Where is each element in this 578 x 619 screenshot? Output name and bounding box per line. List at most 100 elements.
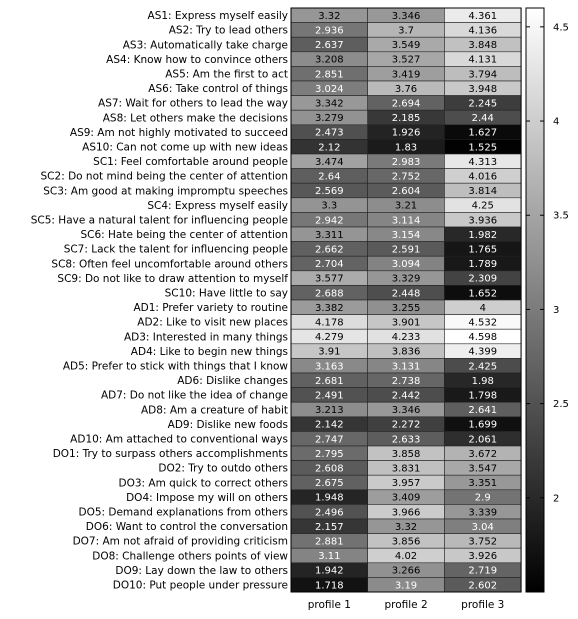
cell-value-label: 4.598 <box>468 332 497 343</box>
cell-value-label: 2.309 <box>468 274 497 285</box>
cell-value-label: 3.04 <box>472 522 494 533</box>
cell-value-label: 2.795 <box>315 449 344 460</box>
cell-value-label: 3.814 <box>468 186 497 197</box>
cell-value-label: 3.163 <box>315 361 344 372</box>
cell-value-label: 4.131 <box>468 55 497 66</box>
cell-value-label: 4.016 <box>468 172 497 183</box>
cell-value-label: 3.3 <box>321 201 337 212</box>
cell-value-label: 2.448 <box>392 288 421 299</box>
cell-value-label: 2.272 <box>392 420 421 431</box>
cell-value-label: 3.094 <box>392 259 421 270</box>
cell-value-label: 2.694 <box>392 99 421 110</box>
cell-value-label: 3.329 <box>392 274 421 285</box>
cell-value-label: 1.83 <box>395 142 417 153</box>
row-label: SC1: Feel comfortable around people <box>93 156 288 168</box>
row-label: SC3: Am good at making impromptu speeche… <box>43 185 288 197</box>
cell-value-label: 3.76 <box>395 84 417 95</box>
row-label: AD4: Like to begin new things <box>131 346 288 358</box>
cell-value-label: 2.942 <box>315 215 344 226</box>
cell-value-label: 3.836 <box>392 347 421 358</box>
row-label: SC7: Lack the talent for influencing peo… <box>64 244 288 256</box>
cell-value-label: 4 <box>480 303 486 314</box>
colorbar-tick-label: 4.5 <box>553 22 569 33</box>
cell-value-label: 4.233 <box>392 332 421 343</box>
cell-value-label: 2.688 <box>315 288 344 299</box>
row-label: AD6: Dislike changes <box>177 375 288 387</box>
row-label: DO8: Challenge others points of view <box>92 550 288 562</box>
cell-value-label: 3.114 <box>392 215 421 226</box>
cell-value-label: 4.399 <box>468 347 497 358</box>
cell-value-label: 3.154 <box>392 230 421 241</box>
cell-value-label: 3.024 <box>315 84 344 95</box>
cell-value-label: 3.131 <box>392 361 421 372</box>
cell-value-label: 4.532 <box>468 318 497 329</box>
cell-value-label: 2.747 <box>315 434 344 445</box>
colorbar-gradient <box>525 7 545 593</box>
cell-value-label: 1.98 <box>472 376 494 387</box>
cell-value-label: 3.966 <box>392 507 421 518</box>
cell-value-label: 2.608 <box>315 464 344 475</box>
cell-value-label: 2.569 <box>315 186 344 197</box>
cell-value-label: 2.061 <box>468 434 497 445</box>
row-labels: AS1: Express myself easily AS2: Try to le… <box>31 10 289 591</box>
cell-value-label: 1.798 <box>468 391 497 402</box>
cell-value-label: 3.419 <box>392 69 421 80</box>
row-label: DO1: Try to surpass others accomplishmen… <box>53 448 288 460</box>
row-label: AS4: Know how to convince others <box>106 54 288 66</box>
cell-value-label: 2.851 <box>315 69 344 80</box>
row-label: AD9: Dislike new foods <box>168 419 288 431</box>
cell-value-label: 3.32 <box>395 522 417 533</box>
cell-value-label: 2.675 <box>315 478 344 489</box>
column-label: profile 1 <box>308 599 351 611</box>
cell-value-label: 3.7 <box>398 26 414 37</box>
row-label: SC4: Express myself easily <box>147 200 288 212</box>
cell-value-label: 4.136 <box>468 26 497 37</box>
row-label: DO7: Am not afraid of providing criticis… <box>73 536 288 548</box>
cell-value-label: 2.425 <box>468 361 497 372</box>
cell-value-label: 3.266 <box>392 566 421 577</box>
cell-value-label: 2.936 <box>315 26 344 37</box>
cell-value-label: 3.957 <box>392 478 421 489</box>
cell-value-label: 3.91 <box>318 347 340 358</box>
cell-value-label: 4.279 <box>315 332 344 343</box>
cell-value-label: 4.25 <box>472 201 494 212</box>
cell-value-label: 3.856 <box>392 537 421 548</box>
cell-value-label: 1.765 <box>468 245 497 256</box>
colorbar-tick-label: 3 <box>553 305 559 316</box>
cell-value-label: 3.794 <box>468 69 497 80</box>
cell-value-label: 3.32 <box>318 11 340 22</box>
cell-value-label: 2.245 <box>468 99 497 110</box>
heatmap-cells: 3.32 3.346 4.361 2.936 3.7 4.136 2.637 3.549 3.8… <box>290 7 522 593</box>
cell-value-label: 4.178 <box>315 318 344 329</box>
row-label: AS10: Can not come up with new ideas <box>82 142 288 154</box>
cell-value-label: 2.641 <box>468 405 497 416</box>
row-label: AD2: Like to visit new places <box>137 317 288 329</box>
cell-value-label: 2.604 <box>392 186 421 197</box>
cell-value-label: 4.361 <box>468 11 497 22</box>
row-label: AS8: Let others make the decisions <box>103 112 288 124</box>
row-label: SC2: Do not mind being the center of att… <box>41 171 288 183</box>
colorbar-tick-label: 2 <box>553 493 559 504</box>
row-label: AD7: Do not like the idea of change <box>101 390 288 402</box>
cell-value-label: 2.64 <box>318 172 340 183</box>
row-label: SC8: Often feel uncomfortable around oth… <box>51 258 288 270</box>
cell-value-label: 3.901 <box>392 318 421 329</box>
cell-value-label: 1.627 <box>468 128 497 139</box>
cell-value-label: 2.719 <box>468 566 497 577</box>
row-label: DO5: Demand explanations from others <box>78 507 288 519</box>
cell-value-label: 3.936 <box>468 215 497 226</box>
row-label: AD8: Am a creature of habit <box>141 404 288 416</box>
cell-value-label: 3.549 <box>392 40 421 51</box>
cell-value-label: 3.346 <box>392 405 421 416</box>
row-label: SC10: Have little to say <box>165 288 288 300</box>
colorbar-tick-label: 3.5 <box>553 211 569 222</box>
cell-value-label: 3.474 <box>315 157 344 168</box>
cell-value-label: 4.02 <box>395 551 417 562</box>
row-label: DO3: Am quick to correct others <box>118 477 288 489</box>
row-label: AD5: Prefer to stick with things that I … <box>63 361 289 373</box>
cell-value-label: 3.21 <box>395 201 417 212</box>
row-label: DO6: Want to control the conversation <box>86 521 288 533</box>
cell-value-label: 3.11 <box>318 551 340 562</box>
row-label: SC5: Have a natural talent for influenci… <box>31 215 288 227</box>
cell-value-label: 2.662 <box>315 245 344 256</box>
